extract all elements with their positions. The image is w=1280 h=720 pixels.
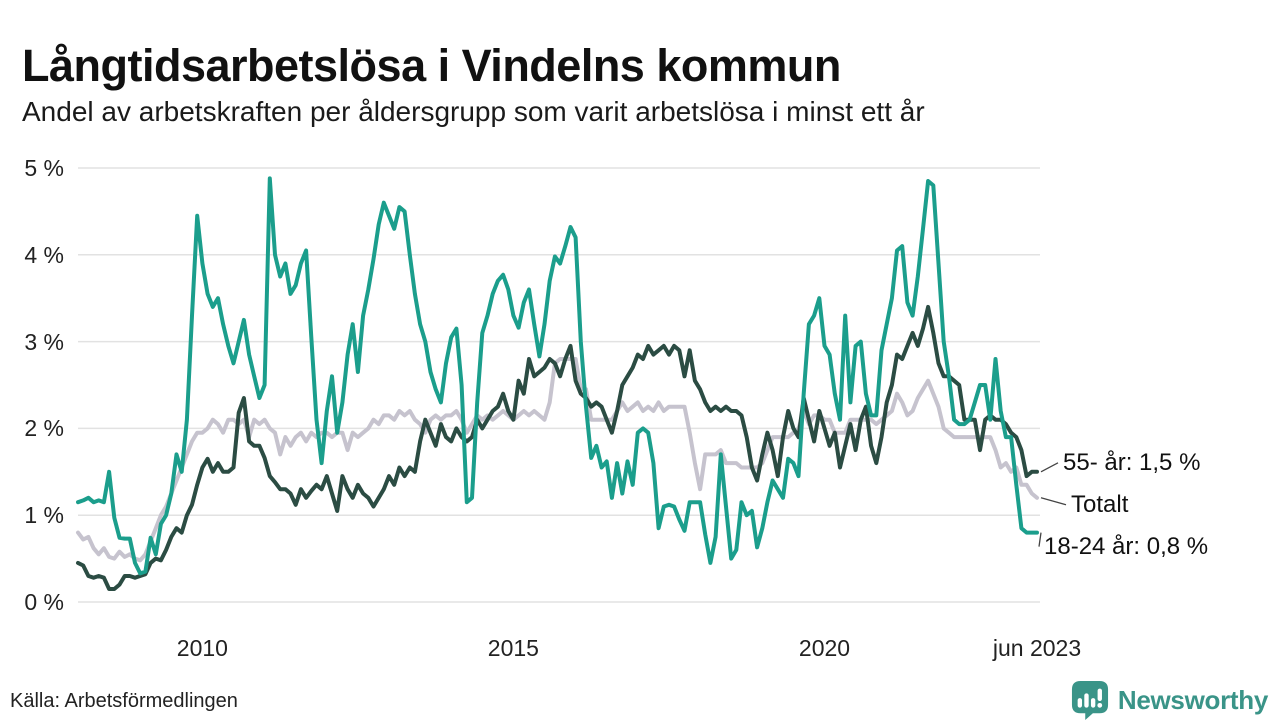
newsworthy-logo-icon	[1071, 681, 1108, 720]
series-line-55- år	[76, 304, 1039, 591]
page-title: Långtidsarbetslösa i Vindelns kommun	[22, 40, 841, 92]
annotation-connector	[1038, 532, 1042, 547]
newsworthy-logo-text: Newsworthy	[1117, 684, 1268, 715]
chart-subtitle: Andel av arbetskraften per åldersgrupp s…	[22, 96, 925, 127]
annotation-connector	[1040, 497, 1067, 506]
series-line-18-24 år	[76, 176, 1039, 576]
x-tick-label: 2010	[176, 635, 228, 661]
y-tick-label: 5 %	[24, 155, 64, 181]
newsworthy-branding: Newsworthy	[1071, 680, 1268, 720]
series-end-label: 55- år: 1,5 %	[1063, 448, 1201, 476]
source-note: Källa: Arbetsförmedlingen	[10, 690, 238, 712]
x-tick-label: jun 2023	[992, 635, 1082, 661]
logo-exclamation-bar-shape	[1097, 688, 1102, 701]
series-line-Totalt	[76, 357, 1039, 563]
logo-bar-shape	[1077, 698, 1082, 708]
speech-bubble-shape	[1071, 681, 1108, 720]
y-tick-label: 4 %	[24, 241, 64, 268]
y-tick-label: 3 %	[24, 328, 64, 355]
y-tick-label: 0 %	[24, 589, 64, 615]
y-tick-label: 1 %	[24, 502, 64, 529]
series-end-label: Totalt	[1071, 490, 1129, 518]
series-end-label: 18-24 år: 0,8 %	[1044, 532, 1209, 560]
logo-bar-shape	[1084, 693, 1089, 708]
logo-exclamation-dot-shape	[1097, 702, 1103, 708]
logo-bar-shape	[1090, 698, 1096, 708]
annotation-connector	[1040, 462, 1059, 473]
x-tick-label: 2015	[487, 635, 539, 661]
x-tick-label: 2020	[798, 635, 851, 661]
y-tick-label: 2 %	[24, 415, 64, 442]
